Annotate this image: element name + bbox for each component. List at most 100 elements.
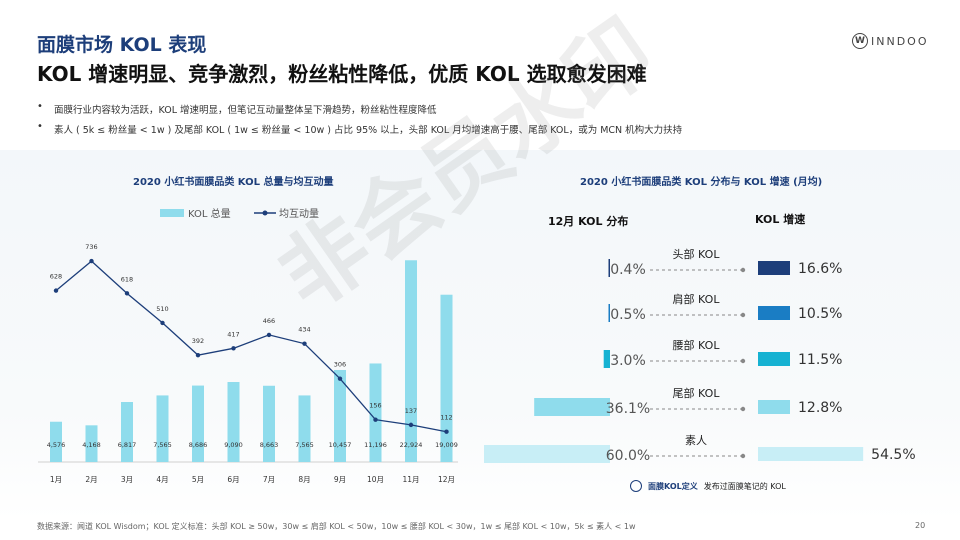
connector-dot (740, 312, 746, 318)
bar (369, 363, 382, 462)
legend-line-label: 均互动量 (279, 208, 319, 220)
bar-value-label: 7,565 (153, 441, 172, 449)
growth-bar (758, 400, 790, 414)
logo-w-icon: W (852, 33, 868, 49)
x-tick-label: 3月 (121, 475, 133, 484)
line-point (444, 429, 449, 434)
bar-value-label: 7,565 (295, 441, 314, 449)
info-icon (630, 480, 642, 492)
bullet-list: 面膜行业内容较为活跃，KOL 增速明显，但笔记互动量整体呈下滑趋势，粉丝粘性程度… (37, 101, 682, 142)
bar (121, 402, 133, 462)
bar-value-label: 6,817 (118, 441, 137, 449)
bar-value-label: 19,009 (435, 441, 458, 449)
line-point (337, 376, 343, 381)
bar-value-label: 11,196 (364, 441, 387, 449)
distribution-value: 60.0% (606, 448, 650, 464)
bar (192, 385, 204, 462)
bar (334, 369, 346, 462)
distribution-bar (534, 398, 610, 416)
growth-value: 10.5% (798, 306, 842, 322)
legend-line-marker (262, 210, 268, 216)
line-point (124, 291, 130, 296)
category-label: 肩部 KOL (673, 292, 721, 306)
growth-value: 11.5% (798, 352, 842, 368)
line-point (53, 288, 59, 293)
line-point (195, 352, 201, 358)
definition-label: 面膜KOL定义 (648, 481, 698, 491)
bullet-item: 素人 ( 5k ≤ 粉丝量 < 1w ) 及尾部 KOL ( 1w ≤ 粉丝量 … (37, 121, 682, 136)
x-tick-label: 8月 (298, 475, 310, 484)
bar (156, 395, 169, 462)
distribution-value: 0.4% (610, 262, 646, 278)
x-tick-label: 2月 (85, 475, 97, 484)
page-title: 面膜市场 KOL 表现 (37, 34, 207, 56)
line-value-label: 156 (369, 402, 381, 410)
line-point (231, 346, 236, 351)
connector-dot (740, 406, 746, 412)
legend-bar-label: KOL 总量 (188, 207, 231, 220)
connector-dot (740, 358, 746, 364)
x-tick-label: 11月 (402, 475, 419, 484)
data-source-footer: 数据来源：闻道 KOL Wisdom；KOL 定义标准：头部 KOL ≥ 50w… (37, 522, 636, 531)
page-subtitle: KOL 增速明显、竞争激烈，粉丝粘性降低，优质 KOL 选取愈发困难 (37, 62, 647, 86)
connector-dot (740, 267, 746, 273)
right-chart-title: 2020 小红书面膜品类 KOL 分布与 KOL 增速 (月均) (580, 177, 823, 188)
line-value-label: 510 (156, 305, 168, 313)
bar-value-label: 8,686 (189, 441, 208, 449)
bar-value-label: 4,576 (47, 441, 66, 449)
line-point (160, 320, 165, 326)
x-tick-label: 9月 (334, 475, 346, 484)
growth-heading: KOL 增速 (755, 213, 806, 226)
growth-bar (758, 306, 790, 320)
bar (405, 260, 417, 462)
x-tick-label: 12月 (438, 475, 455, 484)
line-point (266, 332, 272, 338)
bar-value-label: 10,457 (329, 441, 352, 449)
x-tick-label: 7月 (263, 475, 275, 484)
bar-value-label: 9,090 (224, 441, 243, 449)
growth-bar (758, 261, 790, 275)
line-point (408, 422, 414, 428)
growth-bar (758, 447, 864, 461)
bar-value-label: 8,663 (260, 441, 279, 449)
page-number: 20 (915, 521, 926, 530)
category-label: 尾部 KOL (673, 386, 721, 400)
growth-value: 12.8% (798, 400, 842, 416)
category-label: 腰部 KOL (673, 338, 721, 352)
connector-dot (740, 453, 746, 459)
line-value-label: 618 (121, 275, 133, 283)
left-chart-title: 2020 小红书面膜品类 KOL 总量与均互动量 (133, 177, 334, 188)
kol-total-interaction-chart: KOL 总量 均互动量 4,576 1月 4,168 2月 6,817 3月 7,565 4月 8,… (38, 207, 458, 484)
line-value-label: 466 (263, 317, 275, 325)
logo-text: INNDOO (871, 34, 929, 48)
legend-bar-swatch (160, 209, 184, 217)
bar (227, 382, 240, 462)
distribution-bar (608, 259, 610, 277)
kol-distribution-growth-chart: 0.4% 头部 KOL 16.6% 0.5% 肩部 KOL 10.5% 3.0% 腰部 KOL… (484, 247, 916, 464)
distribution-value: 0.5% (610, 307, 646, 323)
distribution-value: 3.0% (610, 353, 646, 369)
x-tick-label: 4月 (156, 475, 168, 484)
distribution-bar (484, 445, 610, 463)
distribution-heading: 12月 KOL 分布 (548, 215, 629, 228)
growth-value: 16.6% (798, 261, 842, 277)
category-label: 头部 KOL (673, 247, 721, 261)
line-value-label: 112 (440, 414, 452, 422)
line-point (373, 417, 378, 422)
bar-value-label: 22,924 (400, 441, 423, 449)
line-point (302, 341, 307, 346)
growth-bar (758, 352, 790, 366)
line-value-label: 306 (334, 361, 346, 369)
bar (298, 395, 311, 462)
x-tick-label: 6月 (227, 475, 239, 484)
line-value-label: 736 (85, 243, 97, 251)
category-label: 素人 (685, 434, 707, 447)
x-tick-label: 5月 (192, 475, 204, 484)
definition-text: 发布过面膜笔记的 KOL (703, 481, 786, 491)
distribution-bar (603, 350, 610, 368)
kol-definition-note: 面膜KOL定义 发布过面膜笔记的 KOL (630, 480, 786, 492)
line-point (89, 258, 94, 264)
interaction-line (55, 260, 447, 433)
bar (50, 421, 62, 462)
distribution-value: 36.1% (606, 401, 650, 417)
